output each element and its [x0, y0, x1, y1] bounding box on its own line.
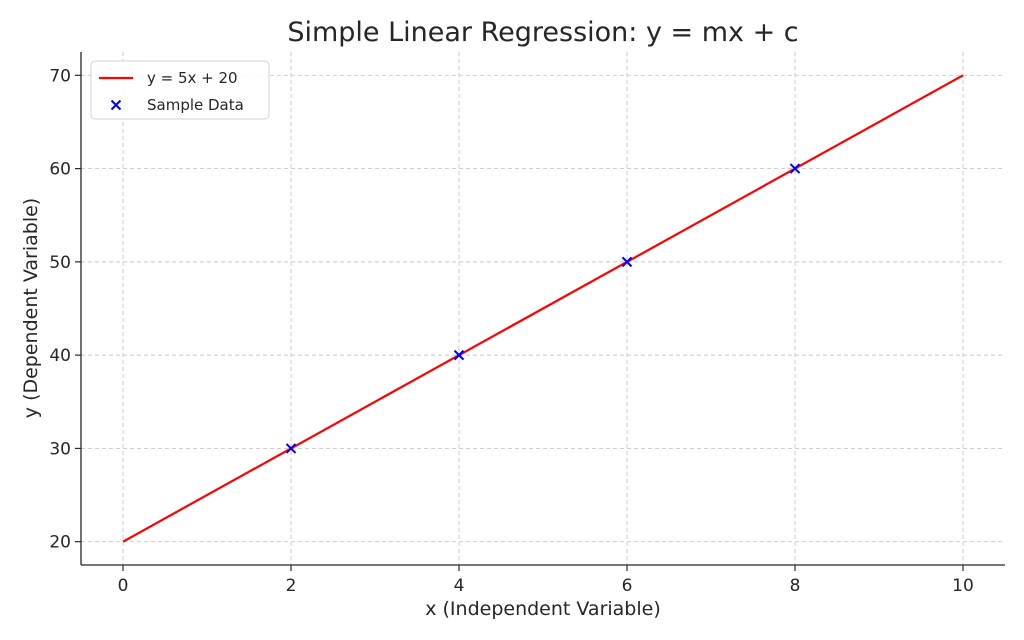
y-tick-label: 60 [49, 160, 71, 180]
y-tick-label: 40 [49, 346, 71, 366]
y-axis-label: y (Dependent Variable) [20, 198, 42, 418]
scatter-point [621, 256, 633, 268]
legend-label: Sample Data [147, 96, 244, 114]
plot-area [122, 74, 964, 543]
point-marker-stroke [453, 349, 465, 361]
y-tick-label: 50 [49, 253, 71, 273]
point-marker-stroke [285, 443, 297, 454]
y-tick-label: 30 [49, 439, 71, 459]
x-tick-label: 6 [622, 576, 633, 596]
x-tick-label: 8 [790, 576, 801, 596]
regression-line [122, 74, 964, 543]
x-tick-label: 4 [454, 576, 465, 596]
legend-box [90, 60, 270, 120]
y-tick-label: 70 [49, 66, 71, 86]
scatter-point [789, 163, 801, 174]
legend-label: y = 5x + 20 [147, 69, 238, 87]
chart-title: Simple Linear Regression: y = mx + c [287, 17, 798, 48]
point-marker-stroke [789, 163, 801, 174]
legend: y = 5x + 20 Sample Data [90, 60, 270, 120]
x-tick-label: 0 [118, 576, 129, 596]
y-tick-label: 20 [49, 533, 71, 553]
grid [81, 52, 1005, 565]
legend-marker-swatch [110, 99, 122, 111]
x-tick-label: 10 [952, 576, 974, 596]
axes [75, 52, 1005, 571]
scatter-point [285, 443, 297, 454]
x-tick-label: 2 [286, 576, 297, 596]
scatter-point [453, 349, 465, 361]
x-axis-label: x (Independent Variable) [425, 598, 661, 620]
point-marker-stroke [621, 256, 633, 268]
tick-labels: 0 2 4 6 8 10 20 30 40 50 60 70 [49, 66, 973, 596]
legend-marker-stroke [110, 99, 122, 111]
